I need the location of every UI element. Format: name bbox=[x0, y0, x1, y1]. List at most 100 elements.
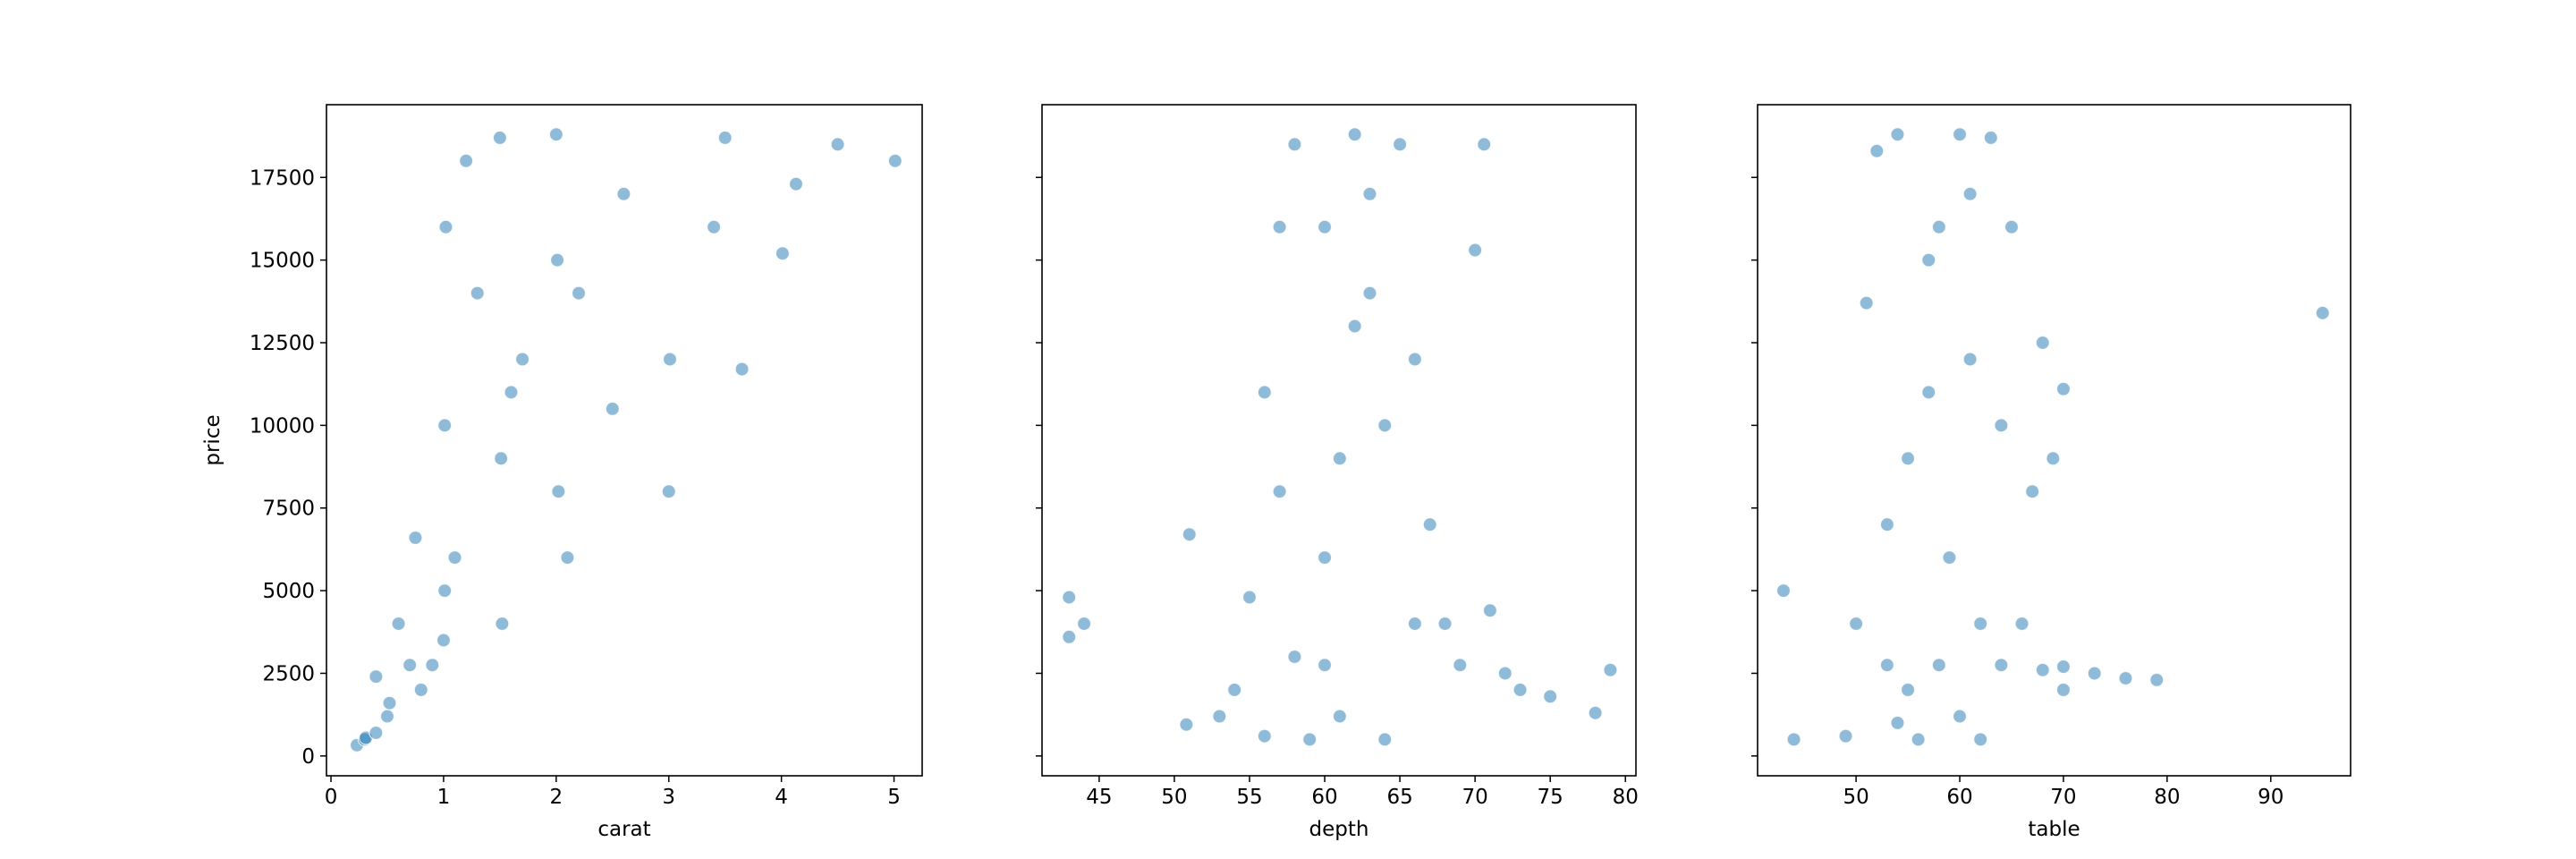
axes-frame bbox=[1041, 104, 1637, 777]
y-tick-label: 17500 bbox=[250, 166, 315, 190]
axes-frame bbox=[1757, 104, 2351, 777]
point bbox=[1272, 219, 1287, 234]
x-tick-label: 70 bbox=[2050, 786, 2076, 809]
point bbox=[551, 484, 566, 499]
point bbox=[408, 530, 423, 546]
point bbox=[1257, 728, 1272, 744]
point bbox=[734, 361, 750, 377]
point bbox=[1287, 649, 1302, 665]
point bbox=[1603, 662, 1618, 677]
point bbox=[2035, 662, 2050, 677]
point bbox=[436, 633, 452, 648]
x-tick-label: 60 bbox=[1311, 786, 1337, 809]
point bbox=[492, 130, 507, 146]
point bbox=[1931, 219, 1946, 234]
point bbox=[1377, 418, 1393, 433]
point bbox=[1921, 385, 1936, 400]
point bbox=[438, 219, 453, 234]
x-axis-label: carat bbox=[597, 818, 650, 841]
point bbox=[560, 550, 575, 566]
point bbox=[1931, 658, 1946, 673]
point bbox=[616, 186, 631, 201]
y-tick-label: 5000 bbox=[262, 580, 315, 603]
point bbox=[2025, 484, 2040, 499]
x-tick-label: 75 bbox=[1538, 786, 1563, 809]
point bbox=[1468, 242, 1483, 258]
point bbox=[1332, 709, 1347, 724]
point bbox=[1212, 709, 1227, 724]
x-tick-label: 90 bbox=[2258, 786, 2284, 809]
x-tick-label: 55 bbox=[1236, 786, 1262, 809]
point bbox=[1257, 385, 1272, 400]
point bbox=[2004, 219, 2020, 234]
point bbox=[379, 709, 395, 724]
point bbox=[2055, 682, 2072, 698]
point bbox=[662, 352, 678, 367]
point bbox=[1775, 583, 1792, 599]
point bbox=[1437, 616, 1453, 632]
point bbox=[548, 127, 564, 142]
point bbox=[1482, 603, 1498, 618]
y-tick-label: 10000 bbox=[250, 414, 315, 438]
point bbox=[2046, 451, 2061, 466]
point bbox=[1227, 682, 1242, 698]
point bbox=[1900, 451, 1916, 466]
point bbox=[2014, 616, 2029, 632]
point bbox=[1179, 717, 1194, 732]
point bbox=[1962, 352, 1978, 367]
point bbox=[1241, 590, 1258, 605]
point bbox=[459, 153, 474, 168]
point bbox=[1422, 517, 1437, 532]
point bbox=[1182, 527, 1197, 542]
y-tick-label: 2500 bbox=[262, 662, 315, 685]
x-tick-label: 80 bbox=[2154, 786, 2180, 809]
point bbox=[1879, 658, 1894, 673]
point bbox=[1377, 732, 1393, 747]
point bbox=[391, 616, 406, 632]
point bbox=[1786, 732, 1801, 747]
point bbox=[2087, 666, 2102, 681]
point bbox=[447, 550, 462, 566]
point bbox=[1453, 658, 1468, 673]
point bbox=[1952, 709, 1968, 724]
point bbox=[1983, 130, 1998, 146]
x-axis-label: table bbox=[2028, 818, 2080, 841]
point bbox=[1062, 590, 1077, 605]
point bbox=[2035, 335, 2050, 351]
point bbox=[1588, 705, 1603, 720]
point bbox=[514, 352, 530, 367]
point bbox=[2055, 659, 2072, 675]
point bbox=[437, 418, 453, 433]
x-axis-label: depth bbox=[1309, 818, 1369, 841]
x-tick-label: 70 bbox=[1462, 786, 1487, 809]
x-tick-label: 0 bbox=[325, 786, 338, 809]
point bbox=[1543, 689, 1558, 704]
point bbox=[425, 658, 440, 673]
point bbox=[1879, 517, 1894, 532]
x-tick-label: 80 bbox=[1613, 786, 1639, 809]
point bbox=[1302, 732, 1318, 747]
point bbox=[1838, 728, 1853, 744]
point bbox=[413, 682, 428, 698]
x-tick-label: 4 bbox=[775, 786, 788, 809]
point bbox=[661, 484, 676, 499]
point bbox=[2055, 381, 2072, 396]
point bbox=[717, 130, 733, 146]
point bbox=[1962, 186, 1978, 201]
point bbox=[504, 385, 519, 400]
point bbox=[1317, 658, 1333, 673]
point bbox=[1994, 418, 2009, 433]
point bbox=[887, 153, 902, 168]
x-tick-label: 2 bbox=[550, 786, 564, 809]
point bbox=[1272, 484, 1287, 499]
point bbox=[1362, 285, 1377, 301]
point bbox=[2118, 670, 2133, 686]
point bbox=[1392, 137, 1408, 152]
point bbox=[2149, 672, 2165, 687]
point bbox=[1869, 143, 1885, 158]
point bbox=[495, 616, 510, 632]
point bbox=[1317, 219, 1333, 234]
point bbox=[1497, 666, 1513, 681]
point bbox=[1859, 295, 1874, 310]
